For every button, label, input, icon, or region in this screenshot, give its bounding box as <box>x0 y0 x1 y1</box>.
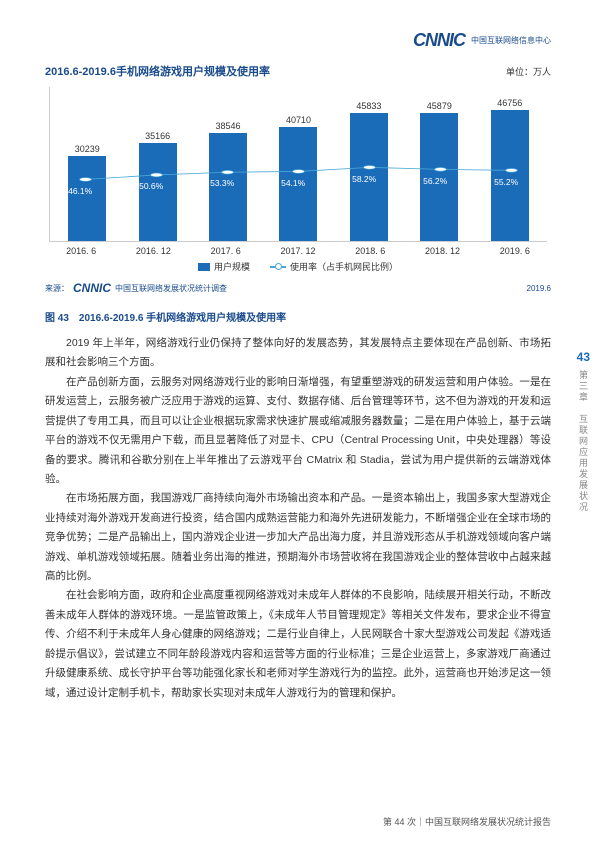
logo-subtitle: 中国互联网络信息中心 <box>471 35 551 46</box>
bar-value-label: 40710 <box>286 115 311 125</box>
x-label: 2016. 6 <box>48 246 114 256</box>
source-logo: CNNIC <box>73 281 111 295</box>
chart-legend: 用户规模 使用率（占手机网民比例） <box>45 260 551 273</box>
page-footer: 第 44 次｜中国互联网络发展状况统计报告 <box>383 815 551 828</box>
chart-unit: 单位：万人 <box>506 65 551 78</box>
chart-title: 2016.6-2019.6手机网络游戏用户规模及使用率 <box>45 63 270 79</box>
side-chapter-label: 第三章 互联网应用发展状况 <box>577 370 590 513</box>
x-label: 2018. 12 <box>410 246 476 256</box>
line-value-label: 50.6% <box>139 181 163 191</box>
line-value-label: 53.3% <box>210 178 234 188</box>
source-date: 2019.6 <box>527 284 551 293</box>
bar-value-label: 35166 <box>145 131 170 141</box>
side-page-number: 43 <box>577 350 590 364</box>
legend-bar: 用户规模 <box>198 260 250 273</box>
x-label: 2017. 6 <box>193 246 259 256</box>
page-header: CNNIC 中国互联网络信息中心 <box>45 30 551 51</box>
source-text: 中国互联网络发展状况统计调查 <box>115 283 227 294</box>
x-label: 2017. 12 <box>265 246 331 256</box>
logo-text: CNNIC <box>413 30 465 51</box>
bar-value-label: 45879 <box>427 101 452 111</box>
bar-group: 45833 <box>337 101 401 241</box>
bar-group: 46756 <box>478 98 542 241</box>
legend-line: 使用率（占手机网民比例） <box>270 260 398 273</box>
bar-value-label: 46756 <box>497 98 522 108</box>
bar-value-label: 45833 <box>356 101 381 111</box>
line-value-label: 58.2% <box>352 174 376 184</box>
figure-caption: 图 43 2016.6-2019.6 手机网络游戏用户规模及使用率 <box>45 309 551 324</box>
body-text: 2019 年上半年，网络游戏行业仍保持了整体向好的发展态势，其发展特点主要体现在… <box>45 334 551 703</box>
legend-bar-label: 用户规模 <box>214 260 250 273</box>
paragraph: 在产品创新方面，云服务对网络游戏行业的影响日渐增强，有望重塑游戏的研发运营和用户… <box>45 373 551 490</box>
bar-value-label: 38546 <box>216 121 241 131</box>
bar-value-label: 30239 <box>75 144 100 154</box>
paragraph: 2019 年上半年，网络游戏行业仍保持了整体向好的发展态势，其发展特点主要体现在… <box>45 334 551 373</box>
line-value-label: 55.2% <box>494 177 518 187</box>
paragraph: 在市场拓展方面，我国游戏厂商持续向海外市场输出资本和产品。一是资本输出上，我国多… <box>45 489 551 586</box>
line-value-label: 46.1% <box>68 186 92 196</box>
paragraph: 在社会影响方面，政府和企业高度重视网络游戏对未成年人群体的不良影响，陆续展开相关… <box>45 586 551 703</box>
bar-group: 45879 <box>407 101 471 241</box>
chart-header: 2016.6-2019.6手机网络游戏用户规模及使用率 单位：万人 <box>45 63 551 79</box>
bar-swatch <box>198 263 210 271</box>
x-label: 2018. 6 <box>337 246 403 256</box>
bar-line-chart: 30239 35166 38546 40710 45833 45879 46756 46.1… <box>49 87 547 242</box>
bar <box>68 156 106 241</box>
bar <box>139 143 177 241</box>
x-label: 2019. 6 <box>482 246 548 256</box>
chart-source: 来源： CNNIC 中国互联网络发展状况统计调查 2019.6 <box>45 279 551 297</box>
line-value-label: 56.2% <box>423 176 447 186</box>
source-prefix: 来源： <box>45 283 69 294</box>
line-swatch <box>270 266 286 268</box>
x-label: 2016. 12 <box>121 246 187 256</box>
legend-line-label: 使用率（占手机网民比例） <box>290 260 398 273</box>
line-value-label: 54.1% <box>281 178 305 188</box>
x-axis-labels: 2016. 6 2016. 12 2017. 6 2017. 12 2018. 6 201… <box>45 246 551 256</box>
